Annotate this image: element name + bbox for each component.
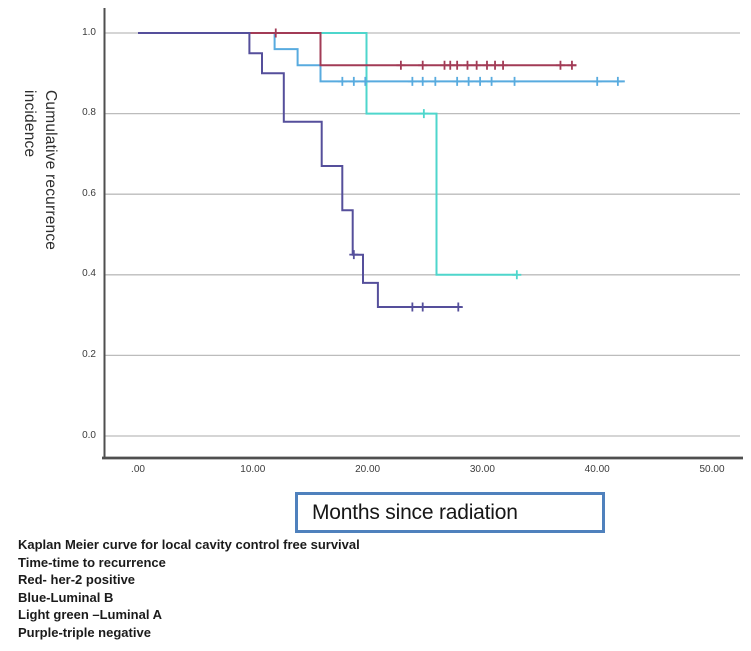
censor-mark-her-2-positive: [482, 60, 492, 70]
censor-mark-Luminal-B: [475, 76, 485, 86]
censor-mark-Luminal-A: [512, 270, 522, 280]
censor-mark-Luminal-B: [452, 76, 462, 86]
x-tick-label: 20.00: [355, 464, 381, 475]
censor-mark-Luminal-B: [464, 76, 474, 86]
censor-mark-her-2-positive: [462, 60, 472, 70]
x-tick-label: .00: [131, 464, 145, 475]
censor-mark-her-2-positive: [567, 60, 577, 70]
series-line-Luminal-A: [138, 32, 517, 276]
censor-mark-Luminal-B: [349, 76, 359, 86]
censor-mark-her-2-positive: [555, 60, 565, 70]
y-tick-label: 1.0: [82, 26, 96, 38]
censor-mark-Luminal-B: [592, 76, 602, 86]
y-tick-label: 0.0: [82, 429, 96, 441]
x-tick-label: 40.00: [584, 464, 610, 475]
censor-mark-Luminal-B: [430, 76, 440, 86]
censor-mark-her-2-positive: [452, 60, 462, 70]
censor-mark-triple-negative: [453, 302, 463, 312]
censor-mark-Luminal-B: [407, 76, 417, 86]
caption: Kaplan Meier curve for local cavity cont…: [18, 536, 360, 641]
censor-mark-Luminal-B: [510, 76, 520, 86]
caption-line-time: Time-time to recurrence: [18, 554, 166, 570]
censor-mark-her-2-positive: [490, 60, 500, 70]
censor-mark-Luminal-A: [419, 109, 429, 119]
y-tick-label: 0.2: [82, 348, 96, 360]
series-line-Luminal-B: [138, 32, 625, 83]
series-line-triple-negative: [138, 32, 462, 308]
censor-mark-triple-negative: [349, 250, 359, 260]
caption-line-purple-key: Purple-triple negative: [18, 624, 151, 640]
y-tick-label: 0.4: [82, 268, 96, 280]
censor-mark-triple-negative: [418, 302, 428, 312]
censor-mark-Luminal-B: [337, 76, 347, 86]
x-tick-label: 50.00: [699, 464, 725, 475]
caption-line-title: Kaplan Meier curve for local cavity cont…: [18, 537, 360, 552]
censor-mark-Luminal-B: [418, 76, 428, 86]
x-axis-title-box: Months since radiation: [295, 492, 605, 533]
censor-mark-Luminal-B: [613, 76, 623, 86]
censor-mark-her-2-positive: [418, 60, 428, 70]
censor-mark-her-2-positive: [472, 60, 482, 70]
series-line-her-2-positive: [138, 32, 577, 67]
censor-mark-Luminal-B: [360, 76, 370, 86]
censor-mark-her-2-positive: [498, 60, 508, 70]
x-tick-label: 30.00: [469, 464, 495, 475]
censor-mark-Luminal-B: [487, 76, 497, 86]
y-tick-label: 0.6: [82, 187, 96, 199]
caption-line-blue-key: Blue-Luminal B: [18, 589, 114, 605]
x-axis-title: Months since radiation: [312, 500, 518, 524]
caption-line-red-key: Red- her-2 positive: [18, 572, 136, 587]
censor-mark-her-2-positive: [396, 60, 406, 70]
y-axis-title: Cumulative recurrence incidence: [21, 90, 59, 251]
censor-mark-her-2-positive: [271, 28, 281, 38]
censor-mark-triple-negative: [407, 302, 417, 312]
y-tick-label: 0.8: [82, 107, 96, 119]
x-tick-label: 10.00: [240, 464, 266, 475]
caption-line-lightgreen-key: Light green –Luminal A: [18, 607, 162, 622]
